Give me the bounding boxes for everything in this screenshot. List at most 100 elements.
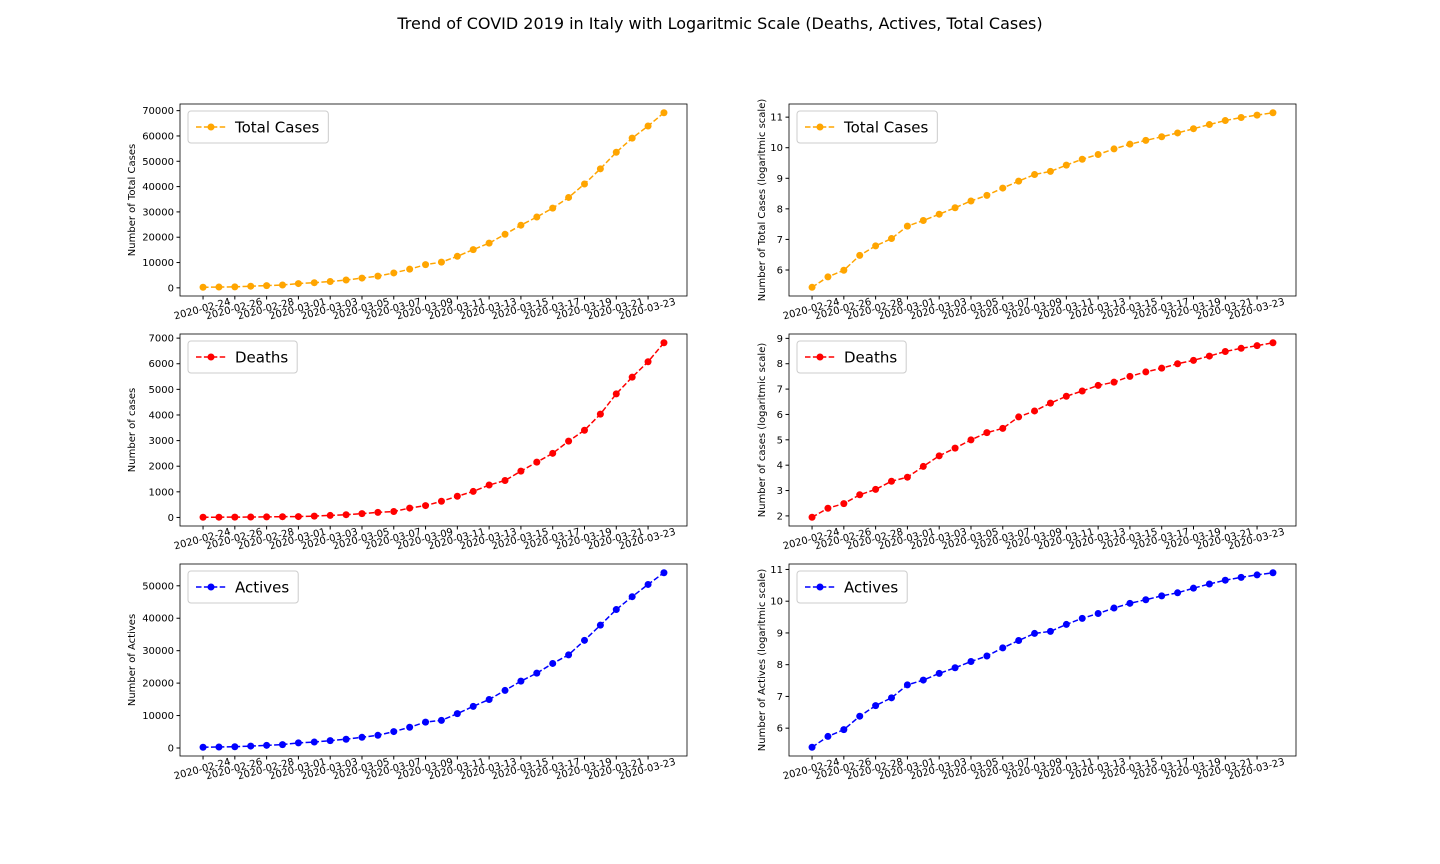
data-point (1142, 596, 1150, 604)
data-point (644, 358, 652, 366)
legend-label: Total Cases (234, 119, 320, 137)
y-tick-label: 10000 (142, 711, 174, 722)
y-tick-label: 10 (770, 143, 783, 154)
data-point (1253, 571, 1261, 579)
data-point (342, 276, 350, 284)
legend-marker (816, 123, 824, 131)
data-point (231, 743, 239, 751)
legend-label: Deaths (844, 349, 897, 367)
data-point (840, 266, 848, 274)
data-point (517, 221, 525, 229)
subplot: 010000200003000040000500002020-02-242020… (127, 563, 688, 782)
y-tick-label: 10 (770, 597, 783, 608)
data-point (358, 733, 366, 741)
y-axis-label: Number of Total Cases (logaritmic scale) (757, 99, 768, 302)
data-point (215, 283, 223, 291)
data-point (580, 636, 588, 644)
data-point (644, 122, 652, 130)
legend-marker (207, 353, 215, 361)
y-tick-label: 6 (777, 724, 783, 735)
data-point (406, 504, 414, 512)
data-point (263, 513, 271, 521)
data-point (1174, 589, 1182, 597)
y-tick-label: 5000 (149, 385, 174, 396)
y-tick-label: 0 (168, 283, 174, 294)
legend-marker (207, 583, 215, 591)
data-point (501, 477, 509, 485)
y-tick-label: 8 (777, 359, 783, 370)
data-point (310, 512, 318, 520)
legend: Total Cases (796, 110, 938, 144)
y-axis-label: Number of Actives (logaritmic scale) (757, 569, 768, 752)
data-point (967, 197, 975, 205)
data-point (326, 278, 334, 286)
legend-label: Actives (844, 579, 898, 597)
data-point (501, 686, 509, 694)
data-point (628, 134, 636, 142)
data-point (469, 246, 477, 254)
data-point (1174, 360, 1182, 368)
data-point (358, 510, 366, 518)
data-point (1046, 627, 1054, 635)
data-point (1158, 133, 1166, 141)
data-point (390, 269, 398, 277)
data-point (437, 258, 445, 266)
data-point (501, 230, 509, 238)
data-point (294, 739, 302, 747)
data-point (437, 497, 445, 505)
data-point (1126, 599, 1134, 607)
data-point (1189, 356, 1197, 364)
data-point (294, 280, 302, 288)
data-point (1078, 387, 1086, 395)
y-tick-label: 20000 (142, 679, 174, 690)
data-point (1189, 125, 1197, 133)
data-point (390, 728, 398, 736)
data-point (1237, 573, 1245, 581)
data-point (1015, 636, 1023, 644)
data-point (310, 738, 318, 746)
data-point (1205, 580, 1213, 588)
y-tick-label: 60000 (142, 131, 174, 142)
axes-frame (788, 563, 1297, 757)
data-point (533, 213, 541, 221)
data-point (888, 235, 896, 243)
data-point (967, 436, 975, 444)
data-point (549, 204, 557, 212)
data-point (1237, 114, 1245, 122)
data-point (951, 444, 959, 452)
y-tick-label: 50000 (142, 581, 174, 592)
data-point (406, 265, 414, 273)
data-point (1015, 177, 1023, 185)
data-point (612, 390, 620, 398)
data-point (199, 283, 207, 291)
data-point (872, 485, 880, 493)
data-point (856, 491, 864, 499)
y-tick-label: 40000 (142, 614, 174, 625)
data-point (1062, 392, 1070, 400)
data-point (1094, 150, 1102, 158)
y-tick-label: 40000 (142, 182, 174, 193)
data-point (1126, 140, 1134, 148)
data-point (453, 492, 461, 500)
subplot: 234567892020-02-242020-02-262020-02-2820… (757, 333, 1297, 552)
data-point (422, 502, 430, 510)
data-point (612, 148, 620, 156)
data-point (824, 504, 832, 512)
data-point (612, 606, 620, 614)
data-point (469, 487, 477, 495)
data-point (808, 743, 816, 751)
data-point (999, 644, 1007, 652)
y-tick-label: 70000 (142, 106, 174, 117)
data-point (644, 580, 652, 588)
data-point (628, 373, 636, 381)
data-point (660, 109, 668, 117)
data-point (935, 210, 943, 218)
data-point (824, 273, 832, 281)
data-point (263, 282, 271, 290)
data-point (840, 500, 848, 508)
y-tick-label: 6 (777, 265, 783, 276)
series-line (203, 342, 665, 519)
legend: Actives (187, 570, 299, 604)
series-line (203, 112, 665, 289)
